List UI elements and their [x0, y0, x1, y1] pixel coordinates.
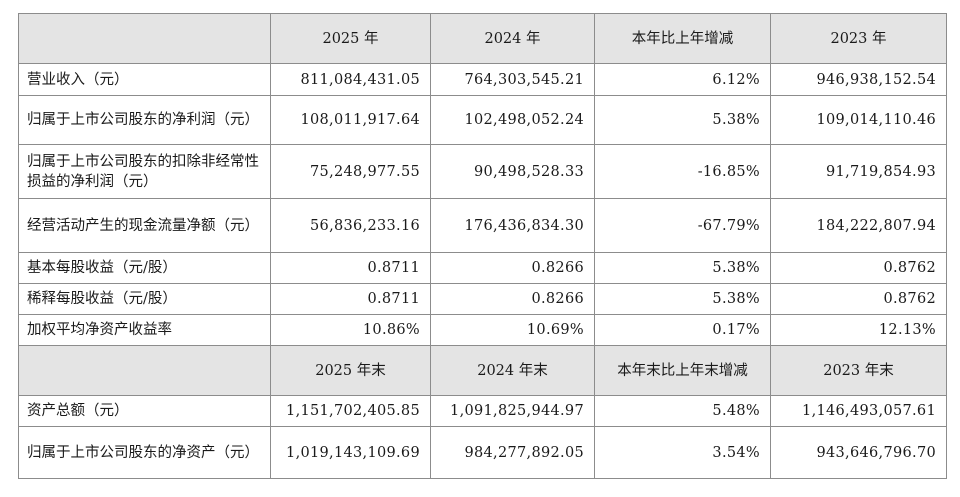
value-2025: 0.8711	[270, 283, 431, 315]
value-2023: 12.13%	[770, 314, 947, 346]
table-row-total-assets: 资产总额（元） 1,151,702,405.85 1,091,825,944.9…	[18, 395, 947, 427]
value-2024: 90,498,528.33	[430, 144, 595, 199]
value-2025: 0.8711	[270, 252, 431, 284]
row-label: 归属于上市公司股东的扣除非经常性损益的净利润（元）	[18, 144, 271, 199]
value-2024: 102,498,052.24	[430, 95, 595, 145]
header-year-end-2023: 2023 年末	[770, 345, 947, 396]
row-label: 资产总额（元）	[18, 395, 271, 427]
value-2023: 91,719,854.93	[770, 144, 947, 199]
value-2025: 1,019,143,109.69	[270, 426, 431, 479]
row-label: 经营活动产生的现金流量净额（元）	[18, 198, 271, 253]
value-2025: 10.86%	[270, 314, 431, 346]
value-2024: 1,091,825,944.97	[430, 395, 595, 427]
value-2025: 1,151,702,405.85	[270, 395, 431, 427]
value-change: 5.48%	[594, 395, 771, 427]
header-year-end-2025: 2025 年末	[270, 345, 431, 396]
table-row-roe: 加权平均净资产收益率 10.86% 10.69% 0.17% 12.13%	[18, 314, 947, 346]
value-2025: 56,836,233.16	[270, 198, 431, 253]
value-change: 6.12%	[594, 63, 771, 96]
value-change: 5.38%	[594, 95, 771, 145]
value-2023: 0.8762	[770, 283, 947, 315]
value-2023: 184,222,807.94	[770, 198, 947, 253]
value-2024: 0.8266	[430, 283, 595, 315]
row-label: 稀释每股收益（元/股）	[18, 283, 271, 315]
value-2025: 811,084,431.05	[270, 63, 431, 96]
table-row-net-assets: 归属于上市公司股东的净资产（元） 1,019,143,109.69 984,27…	[18, 426, 947, 479]
header-year-end-change: 本年末比上年末增减	[594, 345, 771, 396]
value-2024: 176,436,834.30	[430, 198, 595, 253]
row-label: 营业收入（元）	[18, 63, 271, 96]
table-row-revenue: 营业收入（元） 811,084,431.05 764,303,545.21 6.…	[18, 63, 947, 96]
header-blank-cell	[18, 345, 271, 396]
value-2025: 75,248,977.55	[270, 144, 431, 199]
value-change: -16.85%	[594, 144, 771, 199]
table-row-net-profit: 归属于上市公司股东的净利润（元） 108,011,917.64 102,498,…	[18, 95, 947, 145]
header-row-annual: 2025 年 2024 年 本年比上年增减 2023 年	[18, 13, 947, 64]
header-year-2025: 2025 年	[270, 13, 431, 64]
table-row-operating-cash-flow: 经营活动产生的现金流量净额（元） 56,836,233.16 176,436,8…	[18, 198, 947, 253]
value-2024: 984,277,892.05	[430, 426, 595, 479]
value-2025: 108,011,917.64	[270, 95, 431, 145]
header-blank-cell	[18, 13, 271, 64]
header-row-year-end: 2025 年末 2024 年末 本年末比上年末增减 2023 年末	[18, 345, 947, 396]
value-change: 5.38%	[594, 283, 771, 315]
value-2023: 0.8762	[770, 252, 947, 284]
row-label: 加权平均净资产收益率	[18, 314, 271, 346]
row-label: 基本每股收益（元/股）	[18, 252, 271, 284]
value-change: 5.38%	[594, 252, 771, 284]
table-row-basic-eps: 基本每股收益（元/股） 0.8711 0.8266 5.38% 0.8762	[18, 252, 947, 284]
value-2024: 10.69%	[430, 314, 595, 346]
row-label: 归属于上市公司股东的净利润（元）	[18, 95, 271, 145]
value-2024: 764,303,545.21	[430, 63, 595, 96]
header-year-2023: 2023 年	[770, 13, 947, 64]
table-row-adjusted-net-profit: 归属于上市公司股东的扣除非经常性损益的净利润（元） 75,248,977.55 …	[18, 144, 947, 199]
value-2023: 943,646,796.70	[770, 426, 947, 479]
header-yoy-change: 本年比上年增减	[594, 13, 771, 64]
value-2023: 946,938,152.54	[770, 63, 947, 96]
header-year-2024: 2024 年	[430, 13, 595, 64]
value-change: -67.79%	[594, 198, 771, 253]
row-label: 归属于上市公司股东的净资产（元）	[18, 426, 271, 479]
value-change: 0.17%	[594, 314, 771, 346]
value-change: 3.54%	[594, 426, 771, 479]
value-2023: 109,014,110.46	[770, 95, 947, 145]
financial-summary-table: 2025 年 2024 年 本年比上年增减 2023 年 营业收入（元） 811…	[18, 13, 947, 479]
table-row-diluted-eps: 稀释每股收益（元/股） 0.8711 0.8266 5.38% 0.8762	[18, 283, 947, 315]
value-2024: 0.8266	[430, 252, 595, 284]
header-year-end-2024: 2024 年末	[430, 345, 595, 396]
value-2023: 1,146,493,057.61	[770, 395, 947, 427]
